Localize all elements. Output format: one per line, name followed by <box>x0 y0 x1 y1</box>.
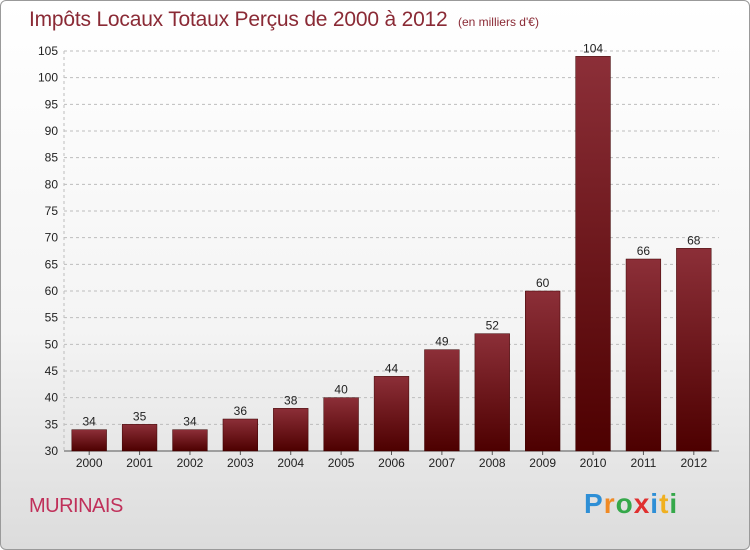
bar <box>525 290 561 452</box>
grid-lines <box>64 50 719 425</box>
bar <box>222 418 258 452</box>
data-label: 44 <box>385 361 399 375</box>
data-label: 104 <box>583 41 603 55</box>
proxiti-logo[interactable]: Proxiti <box>584 488 678 520</box>
y-tick-label: 60 <box>45 284 59 298</box>
y-tick-label: 45 <box>45 364 59 378</box>
x-tick-label: 2008 <box>479 456 506 470</box>
data-label: 66 <box>637 244 651 258</box>
bar <box>71 429 107 452</box>
x-tick-label: 2010 <box>580 456 607 470</box>
data-label: 40 <box>334 383 348 397</box>
logo-letter: o <box>615 488 634 519</box>
commune-name: MURINAIS <box>29 495 123 517</box>
logo-letter: i <box>650 488 660 519</box>
data-label: 34 <box>83 415 97 429</box>
bar <box>676 248 712 452</box>
y-tick-label: 90 <box>45 124 59 138</box>
x-tick-label: 2006 <box>378 456 405 470</box>
bar <box>373 376 410 452</box>
y-tick-label: 50 <box>45 337 59 351</box>
bar <box>273 408 309 452</box>
data-label: 34 <box>183 415 197 429</box>
data-label: 38 <box>284 393 298 407</box>
bar <box>424 349 460 452</box>
x-tick-label: 2002 <box>177 456 204 470</box>
logo-letter: r <box>603 488 616 519</box>
logo-letter: x <box>633 488 651 519</box>
x-tick-label: 2001 <box>126 456 153 470</box>
data-label: 52 <box>486 319 500 333</box>
bar <box>575 56 611 452</box>
y-tick-label: 35 <box>45 417 59 431</box>
chart-unit-label: (en milliers d'€) <box>457 15 539 29</box>
title-row: Impôts Locaux Totaux Perçus de 2000 à 20… <box>29 8 539 32</box>
y-tick-label: 85 <box>45 151 59 165</box>
logo-letter: t <box>659 488 670 519</box>
y-tick-label: 40 <box>45 391 59 405</box>
bar <box>172 429 208 452</box>
data-label: 35 <box>133 409 147 423</box>
x-tick-label: 2007 <box>429 456 456 470</box>
y-tick-label: 30 <box>45 444 59 458</box>
bar <box>625 258 662 452</box>
y-tick-label: 65 <box>45 257 59 271</box>
y-tick-label: 80 <box>45 177 59 191</box>
chart-title: Impôts Locaux Totaux Perçus de 2000 à 20… <box>29 8 448 31</box>
bar <box>121 424 158 452</box>
x-tick-label: 2000 <box>76 456 103 470</box>
x-tick-label: 2005 <box>328 456 355 470</box>
logo-letter: i <box>669 488 679 519</box>
y-tick-label: 95 <box>45 97 59 111</box>
x-tick-label: 2004 <box>277 456 304 470</box>
y-tick-label: 55 <box>45 311 59 325</box>
data-label: 49 <box>435 335 449 349</box>
data-label: 60 <box>536 276 550 290</box>
data-label: 68 <box>687 233 701 247</box>
y-tick-label: 100 <box>38 71 58 85</box>
y-tick-label: 75 <box>45 204 59 218</box>
y-tick-label: 70 <box>45 231 59 245</box>
x-tick-label: 2011 <box>631 456 657 470</box>
labels: 30 35 40 45 50 55 60 65 70 75 80 85 90 95 100 105 34 2000… <box>38 41 708 470</box>
bar <box>323 397 359 452</box>
logo-letter: P <box>584 488 604 519</box>
data-label: 36 <box>234 404 248 418</box>
x-tick-label: 2003 <box>227 456 254 470</box>
x-tick-label: 2012 <box>680 456 707 470</box>
bar <box>474 333 510 452</box>
y-tick-label: 105 <box>38 44 58 58</box>
x-tick-label: 2009 <box>529 456 556 470</box>
bars <box>71 56 712 452</box>
